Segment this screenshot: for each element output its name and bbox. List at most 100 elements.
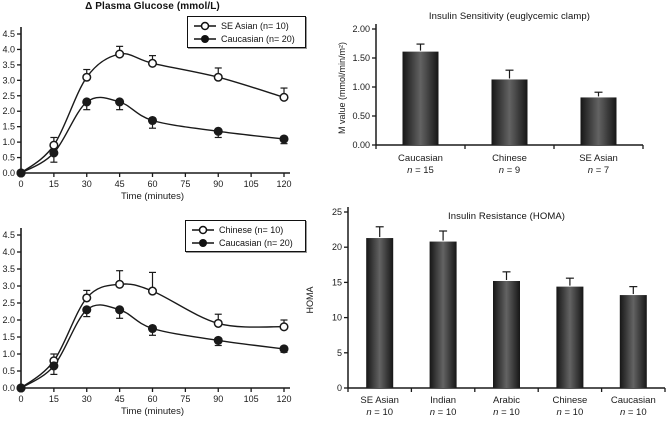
filled-circle-data-point [49,361,59,371]
filled-circle-data-point [82,97,92,107]
y-axis-label: M value (mmol/min/m²) [337,42,347,134]
x-tick-label: 60 [147,179,157,189]
open-circle-marker-icon [192,225,214,234]
y-tick-label: 3.0 [2,281,15,291]
category-label: SE Asian [579,153,618,164]
filled-circle-data-point [213,126,223,136]
y-tick-label: 1.5 [2,122,15,132]
legend-item-se-asian: SE Asian (n= 10) [193,19,301,32]
legend-item-caucasian: Caucasian (n= 20) [191,236,301,249]
y-tick-label: 0.5 [2,153,15,163]
filled-circle-data-point [82,305,92,315]
n-label: n = 10 [557,407,584,418]
n-label: n = 7 [588,165,609,176]
filled-circle-data-point [279,344,289,354]
panel-insulin-sensitivity: Insulin Sensitivity (euglycemic clamp) 0… [336,0,672,205]
x-tick-label: 60 [147,394,157,404]
x-tick-label: 0 [18,394,23,404]
filled-circle-data-point [147,323,158,334]
y-tick-label: 10 [332,313,342,323]
y-tick-label: 15 [332,277,342,287]
y-tick-label: 0.00 [352,140,370,150]
x-tick-label: 75 [180,179,190,189]
category-label: Indian [430,395,456,406]
filled-circle-data-point [213,335,223,345]
open-circle-data-point [49,140,59,150]
open-circle-data-point [115,279,125,289]
y-tick-label: 2.5 [2,298,15,308]
line-chart-se-asian-vs-caucasian: 0.0 0.5 1.0 1.5 2.0 2.5 3.0 3.5 4.0 4.5 0 15 30 45 60 7… [2,27,292,202]
open-circle-data-point [147,58,158,68]
y-tick-label: 0.50 [352,111,370,121]
bar-caucasian [402,51,439,146]
filled-circle-marker-icon [192,238,214,247]
legend-label-caucasian: Caucasian (n= 20) [221,33,295,44]
line-chart-chinese-vs-caucasian: 0.0 0.5 1.0 1.5 2.0 2.5 3.0 3.5 4.0 4.5 0 15 30 45 60 7… [2,228,292,417]
y-tick-label: 4.5 [2,29,15,39]
x-tick-label: 30 [82,394,92,404]
bar-indian [429,241,457,388]
filled-circle-data-point [16,168,26,178]
x-tick-label: 45 [115,179,125,189]
n-label: n = 10 [620,407,647,418]
open-circle-data-point [279,92,289,102]
y-tick-label: 3.5 [2,60,15,70]
legend-label-chinese: Chinese (n= 10) [219,224,284,235]
legend-chinese-chart: Chinese (n= 10) Caucasian (n= 20) [185,220,306,252]
category-label: Chinese [552,395,587,406]
y-tick-label: 2.0 [2,315,15,325]
open-circle-data-point [213,72,223,82]
x-tick-label: 15 [49,179,59,189]
n-label: n = 10 [430,407,457,418]
n-label: n = 10 [493,407,520,418]
y-tick-label: 1.0 [2,137,15,147]
chart-title-insulin-sensitivity: Insulin Sensitivity (euglycemic clamp) [428,11,591,22]
y-tick-label: 4.0 [2,247,15,257]
x-tick-label: 105 [244,394,259,404]
y-tick-label: 0.0 [2,168,15,178]
y-tick-label: 1.0 [2,349,15,359]
y-tick-label: 20 [332,242,342,252]
category-label: Caucasian [611,395,656,406]
bar-caucasian [619,295,647,388]
panel-plasma-glucose-se-asian: Δ Plasma Glucose (mmol/L) 0.0 0.5 1.0 1.5 2.… [0,0,320,205]
y-tick-label: 3.0 [2,75,15,85]
x-tick-label: 120 [276,179,291,189]
bar-chinese [556,286,584,388]
open-circle-data-point [82,293,92,303]
y-tick-label: 25 [332,207,342,217]
x-tick-label: 30 [82,179,92,189]
bar-se-asian [366,238,394,388]
filled-circle-data-point [147,115,158,126]
legend-label-se-asian: SE Asian (n= 10) [221,20,289,31]
filled-circle-data-point [49,148,59,158]
x-tick-label: 0 [18,179,23,189]
series-line-chinese-n-10 [20,283,285,389]
x-axis-label: Time (minutes) [121,406,184,417]
n-label: n = 15 [407,165,434,176]
chart-title-plasma-glucose: Δ Plasma Glucose (mmol/L) [85,1,220,12]
x-tick-label: 45 [115,394,125,404]
bar-chinese [491,79,528,145]
filled-circle-data-point [16,383,26,393]
category-label: Arabic [493,395,520,406]
category-label: Caucasian [398,153,443,164]
filled-circle-data-point [115,305,125,315]
y-tick-label: 1.00 [352,82,370,92]
series-line-caucasian-n-20 [20,96,285,174]
y-tick-label: 0 [337,383,342,393]
y-tick-label: 1.50 [352,53,370,63]
y-axis-label: HOMA [305,287,315,314]
series-line-se-asian-n-10 [20,52,285,174]
category-label: SE Asian [360,395,399,406]
x-tick-label: 90 [213,179,223,189]
n-label: n = 10 [366,407,393,418]
bar-arabic [493,280,520,388]
x-tick-label: 120 [276,394,291,404]
n-label: n = 9 [499,165,520,176]
category-label: Chinese [492,153,527,164]
panel-insulin-resistance: Insulin Resistance (HOMA) 0 5 10 15 20 25 SE A… [305,205,672,422]
x-axis-label: Time (minutes) [121,191,184,202]
